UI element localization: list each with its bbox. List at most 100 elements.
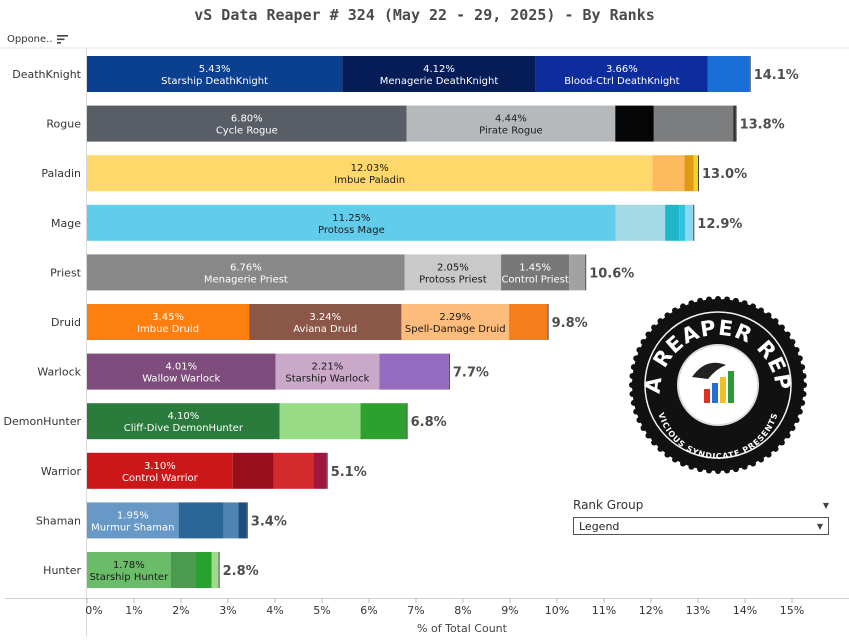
logo-edge-dot	[789, 339, 796, 345]
bar-row-warrior[interactable]: Warrior 3.10%Control Warrior 5.1%	[41, 452, 367, 489]
logo-edge-dot	[629, 373, 636, 380]
logo-edge-dot	[636, 416, 643, 423]
logo-edge-dot	[778, 324, 785, 331]
bar-segment[interactable]	[707, 56, 750, 92]
category-label: DeathKnight	[12, 68, 81, 81]
bar-segment[interactable]	[87, 155, 653, 192]
logo-edge-dot	[630, 399, 637, 406]
bar-segment[interactable]	[615, 105, 654, 142]
bar-segment[interactable]	[615, 204, 666, 241]
segment-value-label: 2.05%	[437, 262, 469, 273]
bar-segment[interactable]	[379, 353, 449, 390]
sort-icon[interactable]	[56, 35, 68, 44]
category-label: Rogue	[46, 118, 81, 131]
logo-bar-icon	[728, 371, 734, 403]
segment-name-label: Murmur Shaman	[91, 522, 174, 533]
column-header-sort[interactable]: Oppone..	[7, 34, 68, 45]
segment-name-label: Starship DeathKnight	[161, 76, 268, 87]
logo-edge-dot	[629, 382, 635, 388]
bar-segment[interactable]	[693, 155, 698, 192]
bar-segment[interactable]	[275, 353, 380, 390]
bar-segment[interactable]	[87, 403, 280, 440]
bar-segment[interactable]	[665, 204, 680, 241]
bar-segment[interactable]	[273, 452, 315, 489]
bar-segment[interactable]	[87, 56, 343, 92]
legend-title: Rank Group	[573, 498, 644, 512]
bar-row-druid[interactable]: Druid 3.45%Imbue Druid 3.24%Aviana Druid 2.…	[51, 304, 588, 340]
bar-segment[interactable]	[733, 105, 736, 142]
bar-segment[interactable]	[652, 155, 685, 192]
bar-total-label: 6.8%	[411, 415, 447, 430]
legend-menu-icon[interactable]: ▼	[822, 500, 829, 510]
bar-segment[interactable]	[223, 502, 239, 539]
logo-bar-icon	[712, 383, 718, 403]
bar-segment[interactable]	[195, 552, 212, 588]
bar-segment[interactable]	[509, 304, 548, 340]
bar-segment[interactable]	[178, 502, 224, 539]
logo-edge-dot	[758, 307, 764, 314]
bar-segment[interactable]	[679, 204, 686, 241]
logo-edge-dot	[680, 460, 687, 467]
bar-segment[interactable]	[535, 56, 708, 92]
x-tick-label: 15%	[780, 604, 804, 617]
x-tick-label: 10%	[545, 604, 569, 617]
bar-segment[interactable]	[279, 403, 361, 440]
bar-row-rogue[interactable]: Rogue 6.80%Cycle Rogue 4.44%Pirate Rogue 13…	[46, 105, 785, 142]
bar-row-deathknight[interactable]: DeathKnight 5.43%Starship DeathKnight 4.12…	[12, 56, 799, 92]
bar-segment[interactable]	[87, 304, 250, 340]
logo-edge-dot	[697, 297, 704, 304]
bar-row-mage[interactable]: Mage 11.25%Protoss Mage 12.9%	[51, 204, 742, 241]
logo-edge-dot	[778, 439, 785, 446]
bar-row-hunter[interactable]: Hunter 1.78%Starship Hunter 2.8%	[43, 552, 259, 588]
bar-segment[interactable]	[314, 452, 327, 489]
bar-segment[interactable]	[87, 552, 171, 588]
bar-segment[interactable]	[404, 254, 502, 291]
bar-row-shaman[interactable]: Shaman 1.95%Murmur Shaman 3.4%	[36, 502, 287, 539]
bar-segment[interactable]	[87, 105, 407, 142]
bar-segment[interactable]	[87, 502, 179, 539]
logo-edge-dot	[789, 425, 796, 431]
bar-segment[interactable]	[238, 502, 247, 539]
bar-segment[interactable]	[249, 304, 402, 340]
segment-name-label: Cliff-Dive DemonHunter	[124, 423, 244, 434]
bar-row-warlock[interactable]: Warlock 4.01%Wallow Warlock 2.21%Starship …	[37, 353, 489, 390]
bar-row-priest[interactable]: Priest 6.76%Menagerie Priest 2.05%Protoss …	[50, 254, 634, 291]
logo-edge-dot	[664, 312, 671, 319]
bar-segment[interactable]	[685, 204, 694, 241]
bar-row-paladin[interactable]: Paladin 12.03%Imbue Paladin 13.0%	[41, 155, 747, 192]
x-tick-label: 8%	[454, 604, 471, 617]
bar-segment[interactable]	[569, 254, 586, 291]
logo-edge-dot	[749, 303, 756, 310]
bar-segment[interactable]	[87, 204, 616, 241]
bar-segment[interactable]	[684, 155, 694, 192]
bar-segment[interactable]	[87, 254, 405, 291]
segment-value-label: 4.12%	[423, 64, 455, 75]
bar-segment[interactable]	[211, 552, 219, 588]
bar-segment[interactable]	[87, 353, 276, 390]
bar-row-demonhunter[interactable]: DemonHunter 4.10%Cliff-Dive DemonHunter 6.…	[4, 403, 447, 440]
logo-edge-dot	[640, 425, 647, 431]
category-label: Shaman	[36, 514, 81, 527]
bar-segment[interactable]	[653, 105, 734, 142]
bar-segment[interactable]	[406, 105, 616, 142]
bar-segment[interactable]	[232, 452, 274, 489]
legend-dropdown[interactable]: Legend ▼	[573, 517, 829, 535]
logo-edge-dot	[633, 408, 640, 415]
logo-edge-dot	[793, 416, 800, 423]
segment-value-label: 12.03%	[351, 163, 389, 174]
bar-segment[interactable]	[87, 452, 233, 489]
category-label: Paladin	[41, 167, 81, 180]
logo-inner-ring	[644, 311, 792, 459]
logo-edge-dot	[758, 456, 764, 463]
bar-segment[interactable]	[401, 304, 510, 340]
x-tick-label: 0%	[85, 604, 102, 617]
logo-edge-dot	[723, 296, 730, 303]
bar-segment[interactable]	[360, 403, 407, 440]
segment-name-label: Protoss Mage	[318, 225, 385, 236]
logo-bar-icon	[704, 389, 710, 403]
x-tick-label: 6%	[360, 604, 377, 617]
bar-segment[interactable]	[342, 56, 536, 92]
bar-segment[interactable]	[170, 552, 196, 588]
bars-layer: DeathKnight 5.43%Starship DeathKnight 4.12…	[4, 56, 799, 588]
bar-segment[interactable]	[501, 254, 570, 291]
